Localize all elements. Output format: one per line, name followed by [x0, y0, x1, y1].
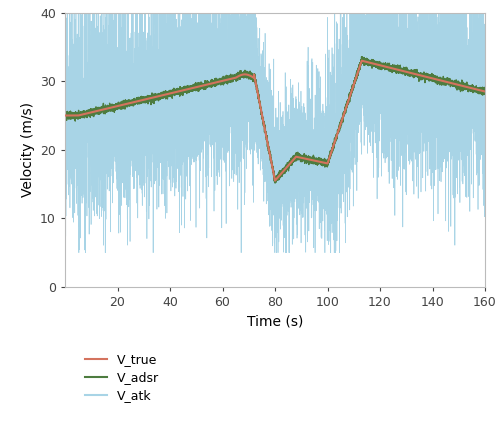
X-axis label: Time (s): Time (s) — [247, 314, 303, 329]
Legend: V_true, V_adsr, V_atk: V_true, V_adsr, V_atk — [80, 348, 164, 407]
Y-axis label: Velocity (m/s): Velocity (m/s) — [20, 102, 34, 197]
